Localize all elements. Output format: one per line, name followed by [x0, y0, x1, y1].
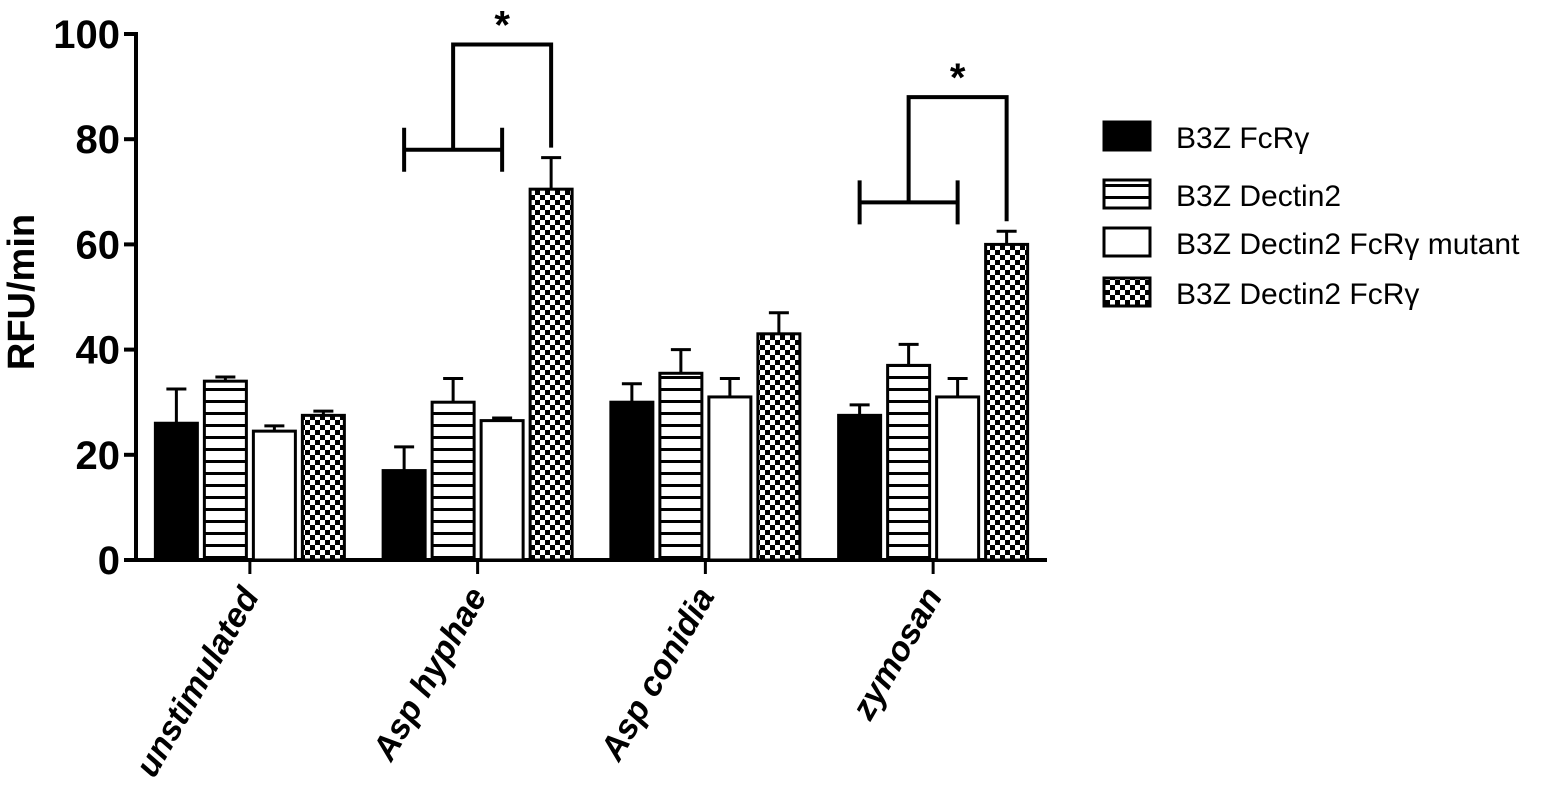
legend-label: B3Z Dectin2 FcRγ mutant — [1176, 228, 1520, 261]
x-tick-label: unstimulated — [128, 580, 267, 783]
bar — [658, 371, 704, 562]
y-tick-label: 0 — [98, 539, 120, 583]
bar — [381, 469, 427, 562]
x-tick-label: Asp conidia — [593, 581, 723, 768]
legend-swatch — [1102, 226, 1152, 258]
bar — [300, 413, 346, 562]
bar — [528, 187, 574, 562]
plot-area: 0 20 40 60 80 100 unstimulated Asp hyphae Asp co… — [53, 4, 1047, 783]
bar — [935, 395, 981, 562]
significance-label: * — [950, 56, 966, 100]
legend-label: B3Z Dectin2 — [1176, 180, 1341, 213]
bar — [837, 413, 883, 562]
legend-swatch — [1102, 276, 1152, 308]
legend-swatch — [1102, 178, 1152, 210]
y-axis-label: RFU/min — [1, 214, 43, 370]
y-tick-label: 80 — [76, 118, 121, 162]
x-tick-label: Asp hyphae — [365, 581, 495, 768]
y-tick-label: 20 — [76, 434, 121, 478]
legend-label: B3Z FcRγ — [1176, 122, 1309, 155]
bar — [251, 429, 297, 562]
bar — [153, 421, 199, 562]
y-tick-label: 60 — [76, 223, 121, 267]
bar — [886, 363, 932, 562]
bar — [609, 400, 655, 562]
bar — [756, 332, 802, 562]
x-tick-label: zymosan — [844, 581, 950, 727]
y-tick-label: 100 — [53, 13, 120, 57]
bar — [202, 379, 248, 562]
y-tick-label: 40 — [76, 329, 121, 373]
legend: B3Z FcRγ B3Z Dectin2 B3Z Dectin2 FcRγ muta… — [1102, 120, 1520, 311]
significance-label: * — [494, 4, 510, 48]
significance-bracket — [906, 95, 1009, 222]
bar — [479, 419, 525, 562]
legend-label: B3Z Dectin2 FcRγ — [1176, 278, 1419, 311]
bar — [707, 395, 753, 562]
significance-bracket — [451, 42, 554, 150]
bar — [984, 242, 1030, 562]
bar — [430, 400, 476, 562]
legend-swatch — [1102, 120, 1152, 152]
